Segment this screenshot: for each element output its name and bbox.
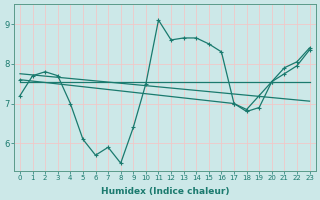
X-axis label: Humidex (Indice chaleur): Humidex (Indice chaleur) — [100, 187, 229, 196]
